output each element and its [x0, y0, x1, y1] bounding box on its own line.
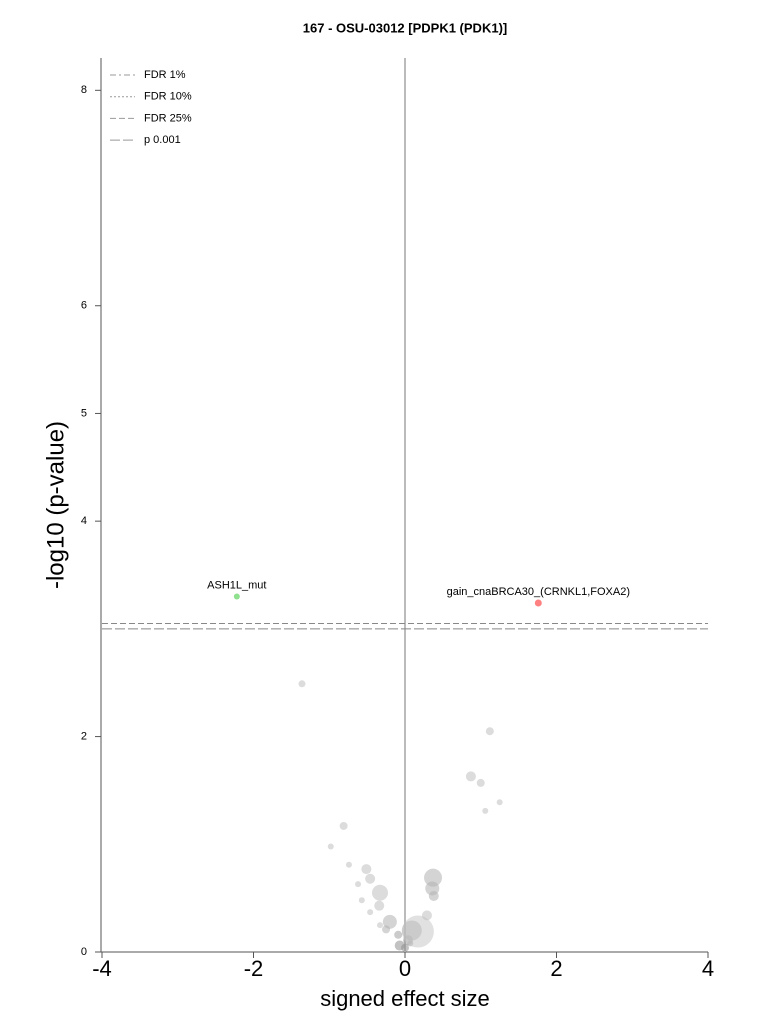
data-point: [372, 884, 389, 901]
legend-label: p 0.001: [144, 134, 181, 146]
data-point: [339, 821, 348, 830]
data-point: [482, 807, 489, 814]
y-tick-label: 2: [81, 730, 87, 742]
y-tick-label: 8: [81, 84, 87, 96]
point-label: gain_cnaBRCA30_(CRNKL1,FOXA2): [447, 586, 630, 598]
data-point: [327, 843, 334, 850]
data-point: [421, 910, 432, 921]
data-point: [233, 593, 240, 600]
data-point: [345, 861, 352, 868]
x-tick-label: -4: [92, 956, 112, 981]
data-point: [298, 680, 306, 688]
data-point: [382, 914, 397, 929]
y-tick-label: 5: [81, 407, 87, 419]
data-point: [355, 881, 362, 888]
x-tick-label: 4: [702, 956, 714, 981]
data-point: [365, 873, 376, 884]
data-point: [496, 799, 503, 806]
legend-label: FDR 10%: [144, 91, 192, 103]
legend-label: FDR 1%: [144, 69, 186, 81]
data-point: [358, 897, 365, 904]
data-point: [534, 599, 542, 607]
data-point: [465, 771, 476, 782]
data-point: [394, 940, 405, 951]
y-tick-label: 6: [81, 300, 87, 312]
data-point: [401, 915, 434, 948]
point-label: ASH1L_mut: [207, 579, 266, 591]
data-point: [367, 909, 374, 916]
x-tick-label: 0: [399, 956, 411, 981]
data-point: [374, 900, 385, 911]
chart-title: 167 - OSU-03012 [PDPK1 (PDK1)]: [303, 20, 507, 35]
x-tick-label: -2: [244, 956, 264, 981]
x-tick-label: 2: [550, 956, 562, 981]
data-point: [394, 930, 403, 939]
legend-label: FDR 25%: [144, 112, 192, 124]
y-tick-label: 0: [81, 946, 87, 958]
data-point: [377, 922, 384, 929]
x-axis-label: signed effect size: [320, 986, 490, 1011]
y-tick-label: 4: [81, 515, 87, 527]
y-axis-label: -log10 (p-value): [42, 421, 69, 589]
data-point: [476, 778, 485, 787]
data-point: [361, 864, 372, 875]
data-point: [485, 727, 494, 736]
data-point: [424, 868, 443, 887]
